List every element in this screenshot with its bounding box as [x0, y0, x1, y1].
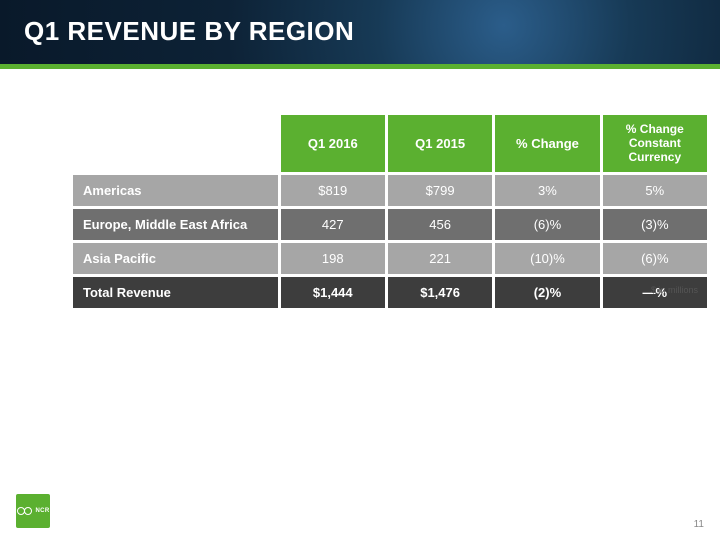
logo-ring-icon	[24, 507, 32, 515]
table-header-row: Q1 2016 Q1 2015 % Change % Change Consta…	[73, 115, 707, 172]
footnote: $ in millions	[651, 285, 698, 295]
slide: { "title": "Q1 REVENUE BY REGION", "titl…	[0, 0, 720, 540]
row-value: (6)%	[603, 243, 707, 274]
accent-bar	[0, 64, 720, 69]
header-blank	[73, 115, 278, 172]
table-row: Americas$819$7993%5%	[73, 175, 707, 206]
row-value: (3)%	[603, 209, 707, 240]
revenue-table: Q1 2016 Q1 2015 % Change % Change Consta…	[70, 112, 710, 311]
col-header: Q1 2015	[388, 115, 492, 172]
page-title: Q1 REVENUE BY REGION	[24, 16, 354, 47]
table-row: Asia Pacific198221(10)%(6)%	[73, 243, 707, 274]
row-label: Europe, Middle East Africa	[73, 209, 278, 240]
row-value: 427	[281, 209, 385, 240]
row-value: (6)%	[495, 209, 599, 240]
table: Q1 2016 Q1 2015 % Change % Change Consta…	[70, 112, 710, 311]
page-number: 11	[694, 519, 704, 530]
row-label: Asia Pacific	[73, 243, 278, 274]
row-value: 198	[281, 243, 385, 274]
col-header: % Change Constant Currency	[603, 115, 707, 172]
row-value: 5%	[603, 175, 707, 206]
row-label: Americas	[73, 175, 278, 206]
col-header: % Change	[495, 115, 599, 172]
row-value: (10)%	[495, 243, 599, 274]
row-value: 456	[388, 209, 492, 240]
col-header: Q1 2016	[281, 115, 385, 172]
brand-logo: NCR	[16, 494, 50, 528]
row-value: $819	[281, 175, 385, 206]
row-value: $799	[388, 175, 492, 206]
row-value: 221	[388, 243, 492, 274]
footnote-wrap: $ in millions	[70, 285, 710, 305]
logo-text: NCR	[36, 508, 50, 514]
table-row: Europe, Middle East Africa427456(6)%(3)%	[73, 209, 707, 240]
row-value: 3%	[495, 175, 599, 206]
